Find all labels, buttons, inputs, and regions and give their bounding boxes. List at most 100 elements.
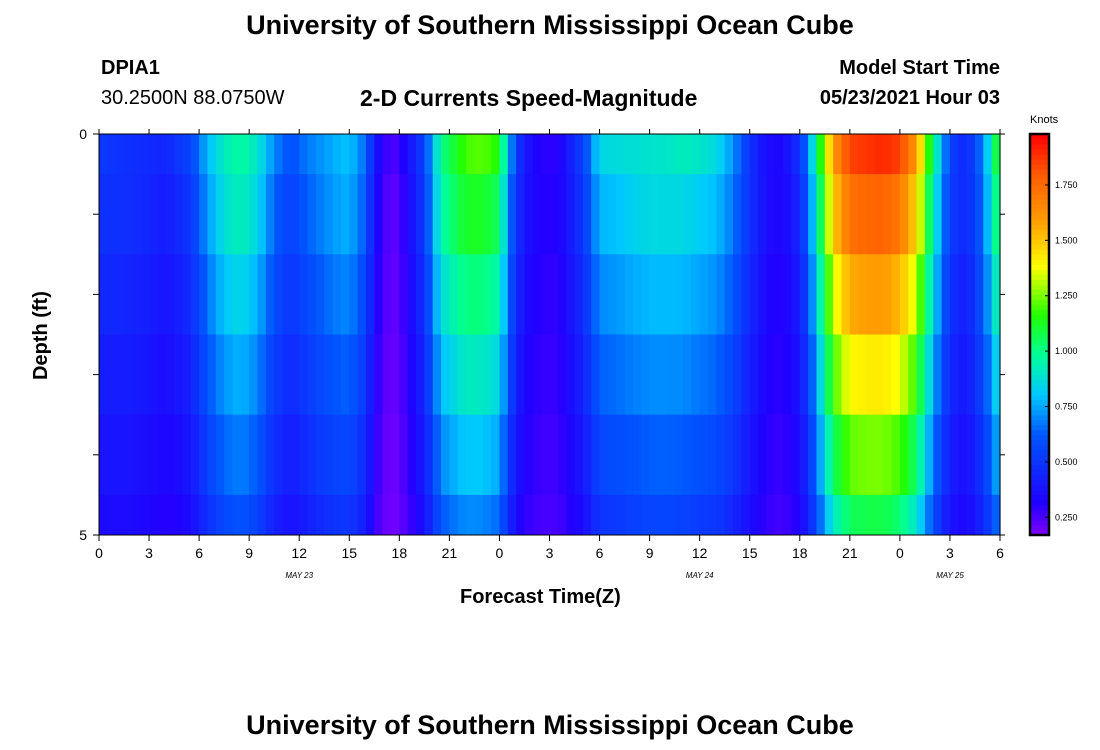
heatmap-cell — [357, 134, 367, 175]
heatmap-cell — [407, 334, 417, 416]
heatmap-cell — [983, 494, 993, 536]
heatmap-cell — [466, 494, 476, 536]
heatmap-cell — [424, 174, 434, 255]
heatmap-cell — [799, 494, 809, 536]
heatmap-cell — [974, 254, 984, 335]
colorbar-segment — [1030, 439, 1049, 446]
heatmap-cell — [124, 134, 133, 175]
heatmap-cell — [182, 174, 192, 255]
heatmap-cell — [466, 254, 476, 335]
heatmap-cell — [582, 134, 592, 175]
heatmap-cell — [749, 174, 759, 255]
heatmap-cell — [916, 254, 926, 335]
heatmap-cell — [666, 414, 676, 496]
station-id: DPIA1 — [101, 57, 160, 79]
heatmap-cell — [257, 254, 267, 335]
heatmap-cell — [833, 334, 843, 416]
heatmap-cell — [240, 494, 250, 536]
heatmap-cell — [891, 174, 901, 255]
heatmap-cell — [841, 134, 851, 175]
heatmap-cell — [991, 414, 1001, 496]
heatmap-cell — [791, 334, 801, 416]
heatmap-cell — [491, 494, 501, 536]
colorbar-tick-label: 1.750 — [1055, 180, 1078, 190]
heatmap-cell — [349, 134, 359, 175]
heatmap-cell — [232, 174, 242, 255]
heatmap-cell — [699, 494, 709, 536]
heatmap-cell — [591, 134, 601, 175]
heatmap-cell — [257, 414, 267, 496]
heatmap-cell — [374, 254, 384, 335]
heatmap-cell — [124, 254, 133, 335]
heatmap-cell — [991, 334, 1001, 416]
heatmap-cell — [265, 174, 275, 255]
heatmap-cell — [549, 414, 559, 496]
heatmap-cell — [858, 174, 868, 255]
x-tick-label: 12 — [692, 545, 708, 561]
heatmap-cell — [849, 414, 859, 496]
x-tick-label: 21 — [842, 545, 858, 561]
heatmap-cell — [582, 254, 592, 335]
heatmap-cell — [941, 134, 951, 175]
heatmap-cell — [682, 334, 692, 416]
heatmap-cell — [532, 494, 542, 536]
heatmap-cell — [557, 174, 567, 255]
colorbar-segment — [1030, 354, 1049, 361]
heatmap-cell — [324, 334, 334, 416]
heatmap-cell — [833, 254, 843, 335]
x-tick-label: 0 — [95, 545, 103, 561]
heatmap-cell — [607, 334, 617, 416]
heatmap-cell — [190, 134, 200, 175]
heatmap-cell — [774, 414, 784, 496]
heatmap-cell — [432, 414, 442, 496]
x-tick-label: 12 — [291, 545, 307, 561]
heatmap-cell — [924, 494, 934, 536]
colorbar-segment — [1030, 299, 1049, 306]
colorbar-segment — [1030, 524, 1049, 531]
heatmap-cell — [808, 414, 818, 496]
colorbar-segment — [1030, 364, 1049, 371]
colorbar-segment — [1030, 179, 1049, 185]
heatmap-cell — [874, 174, 884, 255]
heatmap-cell — [382, 334, 392, 416]
colorbar-segment — [1030, 209, 1049, 215]
heatmap-cell — [541, 254, 551, 335]
colorbar-segment — [1030, 514, 1049, 521]
heatmap-cell — [340, 334, 350, 416]
heatmap-cell — [357, 494, 367, 536]
heatmap-cell — [499, 334, 509, 416]
heatmap-cell — [265, 414, 275, 496]
heatmap-cell — [190, 494, 200, 536]
heatmap-cell — [891, 414, 901, 496]
heatmap-cell — [290, 134, 300, 175]
heatmap-cell — [833, 494, 843, 536]
heatmap-cell — [833, 174, 843, 255]
heatmap-cell — [649, 414, 659, 496]
heatmap-cell — [733, 334, 742, 416]
heatmap-cell — [716, 254, 726, 335]
colorbar-segment — [1030, 274, 1049, 280]
heatmap-cell — [582, 494, 592, 536]
heatmap-cell — [349, 414, 359, 496]
heatmap-cell — [107, 174, 117, 255]
heatmap-cell — [240, 174, 250, 255]
heatmap-cell — [908, 254, 918, 335]
heatmap-cell — [599, 254, 609, 335]
heatmap-cell — [657, 254, 667, 335]
model-start-value: 05/23/2021 Hour 03 — [819, 87, 1000, 109]
colorbar-segment — [1030, 204, 1049, 210]
heatmap-cell — [924, 334, 934, 416]
heatmap-cell — [858, 334, 868, 416]
heatmap-cell — [941, 174, 951, 255]
heatmap-cell — [674, 414, 684, 496]
colorbar-segment — [1030, 284, 1049, 290]
heatmap-cell — [941, 334, 951, 416]
heatmap-cell — [482, 254, 492, 335]
colorbar-tick-label: 1.500 — [1055, 235, 1078, 245]
heatmap-cell — [524, 254, 534, 335]
heatmap-cell — [582, 174, 592, 255]
colorbar-segment — [1030, 314, 1049, 321]
heatmap-cell — [741, 414, 751, 496]
heatmap-cell — [441, 134, 450, 175]
heatmap-cell — [99, 254, 108, 335]
